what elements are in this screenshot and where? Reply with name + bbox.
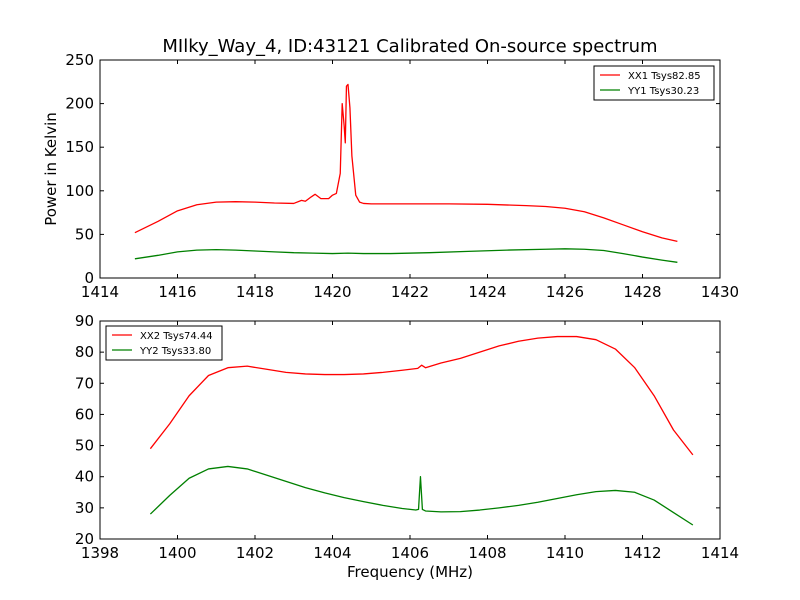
y-tick-label-1-4: 60	[75, 405, 94, 423]
x-tick-label-1-8: 1414	[701, 544, 739, 562]
x-tick-label-0-0: 1414	[81, 283, 119, 301]
y-tick-label-0-3: 150	[65, 138, 94, 156]
y-tick-label-1-3: 50	[75, 437, 94, 455]
x-tick-label-0-7: 1428	[623, 283, 661, 301]
legend-box-1	[105, 325, 223, 361]
y-tick-label-0-2: 100	[65, 182, 94, 200]
x-tick-label-0-8: 1430	[701, 283, 739, 301]
y-tick-label-1-6: 80	[75, 343, 94, 361]
x-tick-label-1-5: 1408	[468, 544, 506, 562]
y-tick-label-1-1: 30	[75, 499, 94, 517]
x-tick-label-1-7: 1412	[623, 544, 661, 562]
series-line-0-1	[134, 248, 678, 263]
legend-1: XX2 Tsys74.44 YY2 Tsys33.80	[105, 325, 223, 361]
y-tick-label-0-0: 0	[84, 269, 94, 287]
x-tick-label-1-1: 1400	[158, 544, 196, 562]
series-line-1-1	[149, 465, 694, 526]
x-tick-label-0-6: 1426	[546, 283, 584, 301]
x-tick-label-0-3: 1420	[313, 283, 351, 301]
y-tick-label-1-5: 70	[75, 374, 94, 392]
chart-title-0: MIlky_Way_4, ID:43121 Calibrated On-sour…	[162, 36, 657, 57]
legend-label-0-0: XX1 Tsys82.85	[628, 71, 701, 82]
legend-label-1-1: YY2 Tsys33.80	[139, 346, 211, 357]
x-axis-label-1: Frequency (MHz)	[347, 563, 473, 581]
x-tick-label-1-2: 1402	[236, 544, 274, 562]
legend-box-0	[593, 65, 715, 101]
x-tick-label-1-0: 1398	[81, 544, 119, 562]
series-line-1-0	[149, 335, 694, 456]
y-tick-label-0-4: 200	[65, 95, 94, 113]
top-plot: 1414 1416 1418 1420 1422 1424 1426 1428 1430 0 50 1…	[42, 36, 739, 301]
x-tick-label-0-5: 1424	[468, 283, 506, 301]
bottom-plot: 1398 1400 1402 1404 1406 1408 1410 1412 1414 20 30…	[75, 312, 739, 581]
x-tick-label-0-2: 1418	[236, 283, 274, 301]
legend-label-0-1: YY1 Tsys30.23	[627, 86, 699, 97]
y-tick-label-0-1: 50	[75, 225, 94, 243]
y-axis-label-0: Power in Kelvin	[42, 112, 60, 226]
x-tick-label-0-4: 1422	[391, 283, 429, 301]
x-tick-label-1-3: 1404	[313, 544, 351, 562]
y-tick-label-1-2: 40	[75, 468, 94, 486]
x-tick-label-0-1: 1416	[158, 283, 196, 301]
y-tick-label-1-7: 90	[75, 312, 94, 330]
series-line-0-0	[134, 83, 678, 243]
legend-label-1-0: XX2 Tsys74.44	[140, 331, 213, 342]
legend-0: XX1 Tsys82.85 YY1 Tsys30.23	[593, 65, 715, 101]
x-tick-label-1-4: 1406	[391, 544, 429, 562]
y-tick-label-1-0: 20	[75, 530, 94, 548]
x-tick-label-1-6: 1410	[546, 544, 584, 562]
y-tick-label-0-5: 250	[65, 51, 94, 69]
